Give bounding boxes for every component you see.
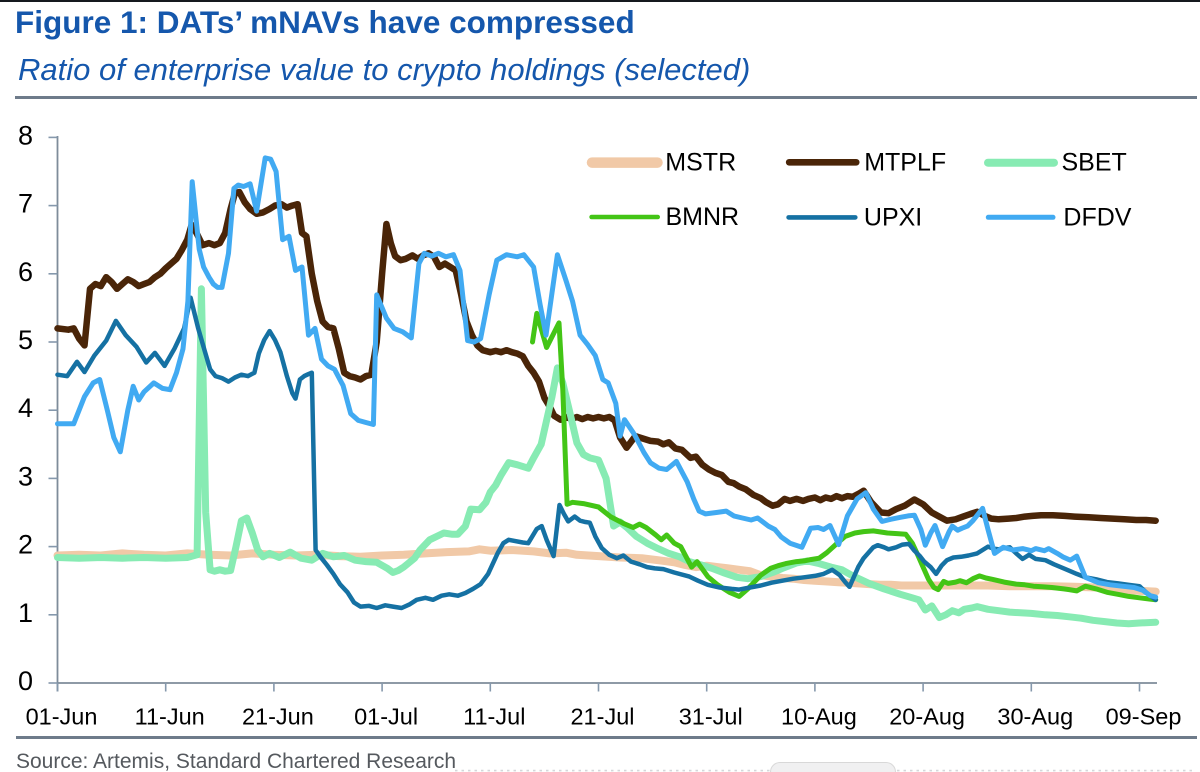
svg-text:DFDV: DFDV: [1063, 203, 1131, 231]
svg-text:01-Jul: 01-Jul: [354, 704, 418, 730]
svg-text:4: 4: [18, 393, 33, 423]
svg-text:SBET: SBET: [1062, 149, 1127, 177]
svg-text:31-Jul: 31-Jul: [679, 704, 743, 730]
svg-text:20-Aug: 20-Aug: [889, 704, 965, 730]
svg-text:MSTR: MSTR: [665, 149, 736, 177]
svg-text:7: 7: [18, 189, 33, 219]
svg-text:09-Sep: 09-Sep: [1106, 704, 1182, 730]
svg-text:8: 8: [18, 120, 33, 150]
svg-text:2: 2: [18, 530, 33, 560]
svg-text:10-Aug: 10-Aug: [781, 704, 857, 730]
svg-text:21-Jul: 21-Jul: [570, 704, 634, 730]
svg-text:6: 6: [18, 257, 33, 287]
svg-text:5: 5: [18, 325, 33, 355]
svg-text:MTPLF: MTPLF: [864, 148, 946, 176]
svg-text:11-Jul: 11-Jul: [463, 704, 525, 730]
svg-text:1: 1: [18, 598, 33, 628]
svg-text:0: 0: [18, 666, 33, 696]
svg-text:BMNR: BMNR: [666, 203, 740, 231]
svg-text:3: 3: [18, 461, 33, 491]
svg-text:21-Jun: 21-Jun: [242, 704, 314, 730]
svg-text:UPXI: UPXI: [864, 203, 922, 231]
svg-text:01-Jun: 01-Jun: [26, 704, 98, 730]
svg-text:30-Aug: 30-Aug: [997, 704, 1073, 730]
svg-text:11-Jun: 11-Jun: [135, 704, 205, 730]
